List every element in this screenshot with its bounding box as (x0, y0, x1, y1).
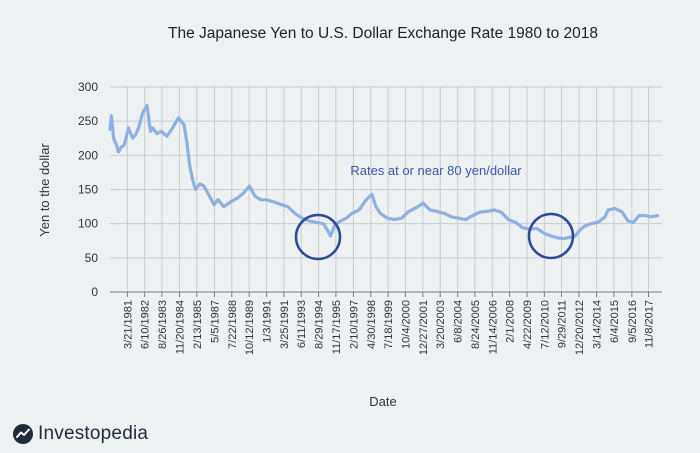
x-tick-label: 1/3/1991 (262, 300, 274, 343)
x-tick-label: 7/18/1999 (383, 300, 395, 349)
x-tick-label: 11/20/1984 (175, 300, 187, 354)
y-tick-label: 150 (78, 183, 98, 197)
x-tick-label: 11/17/1995 (331, 300, 343, 354)
series-line-jpy-usd (108, 103, 660, 241)
x-tick-label: 6/8/2004 (453, 300, 465, 343)
x-tick-label: 12/20/2012 (574, 300, 586, 355)
x-tick-label: 2/13/1985 (192, 300, 204, 349)
x-tick-label: 9/5/2016 (627, 300, 639, 343)
x-tick-label: 3/20/2003 (435, 300, 447, 349)
y-tick-label: 200 (78, 148, 98, 162)
x-tick-label: 4/30/1998 (366, 300, 378, 349)
gridlines (110, 86, 662, 292)
x-tick-label: 8/29/1994 (314, 300, 326, 349)
x-tick-label: 4/22/2009 (522, 300, 534, 349)
y-tick-label: 50 (85, 251, 99, 265)
logo-text: Investopedia (38, 423, 149, 444)
x-tick-label: 3/21/1981 (122, 300, 134, 349)
highlight-circle-1995 (294, 213, 342, 261)
x-tick-label: 7/22/1988 (227, 300, 239, 349)
y-axis-label: Yen to the dollar (37, 143, 52, 237)
x-tick-label: 8/26/1983 (157, 300, 169, 349)
y-tick-label: 0 (91, 285, 98, 299)
x-tick-label: 8/24/2005 (470, 300, 482, 349)
x-tick-label: 11/8/2017 (643, 300, 655, 348)
x-tick-label: 11/14/2006 (487, 300, 499, 354)
y-tick-label: 300 (78, 80, 98, 94)
x-tick-label: 9/29/2011 (557, 300, 569, 348)
chart-title: The Japanese Yen to U.S. Dollar Exchange… (168, 25, 598, 42)
x-tick-label: 6/4/2015 (609, 300, 621, 343)
x-tick-label: 7/12/2010 (539, 300, 551, 349)
x-tick-label: 6/11/1993 (296, 300, 308, 348)
x-tick-label: 3/25/1991 (279, 300, 291, 349)
y-tick-label: 250 (78, 114, 98, 128)
x-tick-label: 5/5/1987 (209, 300, 221, 343)
x-tick-label: 10/4/2000 (400, 300, 412, 349)
x-axis-ticks: 3/21/1981 6/10/1982 8/26/1983 11/20/1984 2/1… (122, 292, 655, 355)
y-axis-ticks: 0 50 100 150 200 250 300 (78, 80, 98, 299)
highlight-circle-2011 (527, 212, 575, 260)
x-tick-label: 10/12/1989 (244, 300, 256, 355)
y-tick-label: 100 (78, 217, 98, 231)
brand-logo: Investopedia (12, 423, 148, 445)
x-axis-label: Date (369, 394, 396, 409)
x-tick-label: 3/14/2014 (592, 300, 604, 349)
x-tick-label: 6/10/1982 (140, 300, 152, 349)
investopedia-logo-icon (13, 424, 33, 444)
x-tick-label: 2/1/2008 (505, 300, 517, 343)
annotation-text: Rates at or near 80 yen/dollar (350, 163, 522, 178)
x-tick-label: 12/27/2001 (418, 300, 430, 355)
x-tick-label: 2/10/1997 (348, 300, 360, 349)
